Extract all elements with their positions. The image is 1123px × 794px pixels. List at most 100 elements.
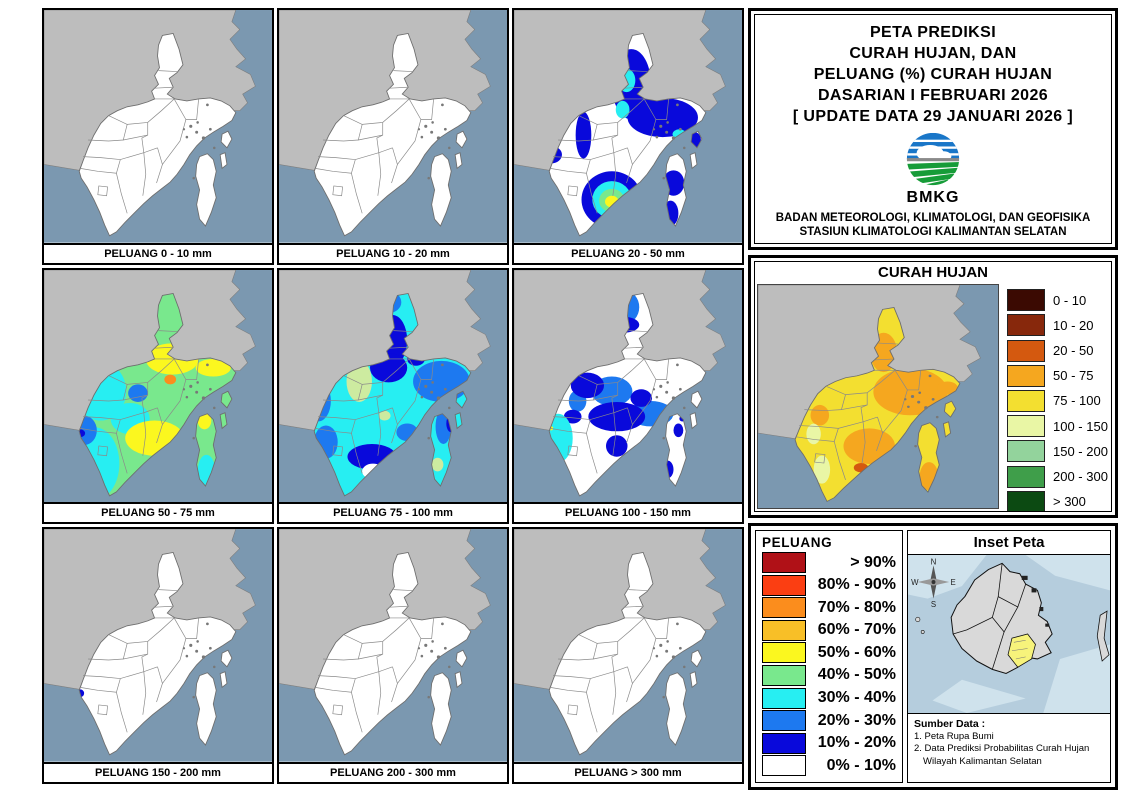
curah-legend-row: 200 - 300	[1007, 465, 1109, 488]
legend-label: 50 - 75	[1053, 368, 1094, 384]
legend-label: 40% - 50%	[817, 666, 896, 684]
kalsel-map	[44, 10, 272, 245]
map-cell-peluang-100-150: PELUANG 100 - 150 mm	[512, 267, 744, 525]
legend-swatch	[762, 619, 806, 641]
title-line: PETA PREDIKSI	[869, 24, 997, 41]
map-cell-peluang-50-75: PELUANG 50 - 75 mm	[42, 267, 274, 525]
legend-swatch	[762, 755, 806, 777]
legend-swatch	[762, 597, 806, 619]
legend-label: 0% - 10%	[826, 756, 896, 774]
map-caption: PELUANG > 300 mm	[574, 766, 682, 779]
legend-swatch	[762, 552, 806, 573]
map-caption: PELUANG 50 - 75 mm	[101, 507, 215, 520]
curah-legend-row: 150 - 200	[1007, 440, 1109, 463]
kalsel-map	[279, 10, 507, 245]
curah-legend-row: 75 - 100	[1007, 389, 1109, 412]
peluang-legend-row: 80% - 90%	[762, 574, 896, 596]
kalsel-map	[44, 529, 272, 764]
legend-label: 20% - 30%	[817, 711, 896, 729]
inset-peta-panel: Inset Peta N S W E Sumber Data :1. Peta …	[907, 530, 1111, 783]
title-line: DASARIAN I FEBRUARI 2026	[817, 87, 1049, 104]
legend-label: 10 - 20	[1053, 317, 1094, 333]
legend-label: 80% - 90%	[817, 576, 896, 594]
bmkg-logo-text: BMKG	[906, 189, 960, 206]
bottom-panel: PELUANG > 90% 80% - 90% 70% - 80% 60% - 70%…	[748, 523, 1118, 790]
legend-label: > 300	[1053, 494, 1086, 510]
curah-hujan-map	[757, 284, 999, 509]
kalsel-map	[44, 269, 272, 505]
title-panel: PETA PREDIKSI CURAH HUJAN, DAN PELUANG (%)…	[748, 8, 1118, 250]
peluang-legend-row: 40% - 50%	[762, 664, 896, 686]
peluang-legend-row: 50% - 60%	[762, 642, 896, 664]
svg-text:S: S	[931, 600, 937, 609]
title-block: PETA PREDIKSI CURAH HUJAN, DAN PELUANG (%)…	[793, 22, 1073, 127]
svg-text:E: E	[950, 578, 956, 587]
curah-legend-row: 50 - 75	[1007, 364, 1109, 387]
map-caption: PELUANG 20 - 50 mm	[571, 247, 685, 260]
legend-label: 60% - 70%	[817, 621, 896, 639]
legend-label: 70% - 80%	[817, 598, 896, 616]
legend-swatch	[1007, 440, 1045, 463]
right-column: PETA PREDIKSI CURAH HUJAN, DAN PELUANG (%)…	[748, 8, 1118, 790]
legend-label: 50% - 60%	[817, 643, 896, 661]
svg-text:W: W	[911, 578, 919, 587]
sumber-data-block: Sumber Data :1. Peta Rupa Bumi 2. Data Pr…	[908, 714, 1110, 772]
map-cell-peluang-20-50: PELUANG 20 - 50 mm	[512, 8, 744, 265]
legend-swatch	[1007, 364, 1045, 387]
curah-hujan-title: CURAH HUJAN	[877, 264, 988, 281]
curah-hujan-panel: CURAH HUJAN 0 - 10 10 - 20 20 - 50 50 - 75 7…	[748, 255, 1118, 518]
map-cell-peluang-gt-300: PELUANG > 300 mm	[512, 527, 744, 784]
map-caption: PELUANG 100 - 150 mm	[565, 507, 691, 520]
title-line: CURAH HUJAN, DAN	[849, 45, 1017, 62]
peluang-legend-row: 60% - 70%	[762, 619, 896, 641]
legend-swatch	[762, 642, 806, 664]
curah-legend-row: 0 - 10	[1007, 289, 1109, 312]
title-line: PELUANG (%) CURAH HUJAN	[813, 66, 1053, 83]
kalsel-map	[279, 269, 507, 505]
legend-label: 20 - 50	[1053, 343, 1094, 359]
inset-peta-map: N S W E	[908, 555, 1110, 714]
curah-legend-row: 10 - 20	[1007, 314, 1109, 337]
peluang-legend-row: 20% - 30%	[762, 710, 896, 732]
map-cell-peluang-75-100: PELUANG 75 - 100 mm	[277, 267, 509, 525]
legend-swatch	[1007, 389, 1045, 412]
map-caption: PELUANG 200 - 300 mm	[330, 766, 456, 779]
inset-peta-title: Inset Peta	[908, 531, 1110, 555]
peluang-legend-row: 0% - 10%	[762, 755, 896, 777]
peluang-map-grid: PELUANG 0 - 10 mm PELUANG 10 - 20 mm PEL…	[42, 8, 744, 784]
peluang-legend: > 90% 80% - 90% 70% - 80% 60% - 70% 50% - 60…	[762, 552, 896, 777]
org-line-1: BADAN METEOROLOGI, KLIMATOLOGI, DAN GEOF…	[775, 212, 1091, 224]
legend-swatch	[762, 574, 806, 596]
title-line: [ UPDATE DATA 29 JANUARI 2026 ]	[792, 108, 1074, 125]
curah-legend-row: 100 - 150	[1007, 415, 1109, 438]
peluang-legend-row: > 90%	[762, 552, 896, 573]
bmkg-logo-icon	[904, 131, 962, 189]
map-cell-peluang-200-300: PELUANG 200 - 300 mm	[277, 527, 509, 784]
map-caption: PELUANG 150 - 200 mm	[95, 766, 221, 779]
curah-hujan-legend: 0 - 10 10 - 20 20 - 50 50 - 75 75 - 100 100 -…	[999, 284, 1109, 511]
map-cell-peluang-10-20: PELUANG 10 - 20 mm	[277, 8, 509, 265]
legend-swatch	[762, 710, 806, 732]
legend-label: 0 - 10	[1053, 292, 1087, 308]
sumber-data-item: 2. Data Prediksi Probabilitas Curah Huja…	[914, 743, 1090, 754]
legend-label: 200 - 300	[1053, 469, 1108, 484]
peluang-legend-title: PELUANG	[762, 535, 833, 550]
map-caption: PELUANG 10 - 20 mm	[336, 247, 450, 260]
map-cell-peluang-0-10: PELUANG 0 - 10 mm	[42, 8, 274, 265]
curah-legend-row: > 300	[1007, 490, 1109, 511]
legend-label: 150 - 200	[1053, 443, 1108, 459]
legend-swatch	[1007, 465, 1045, 488]
legend-swatch	[762, 664, 806, 686]
legend-swatch	[762, 687, 806, 709]
legend-label: 75 - 100	[1053, 393, 1101, 409]
legend-label: > 90%	[850, 553, 896, 571]
legend-swatch	[1007, 289, 1045, 312]
sumber-data-item: 1. Peta Rupa Bumi	[914, 730, 994, 742]
legend-swatch	[1007, 339, 1045, 362]
svg-text:N: N	[931, 557, 937, 566]
sumber-data-title: Sumber Data :	[914, 718, 986, 730]
legend-swatch	[1007, 490, 1045, 511]
peluang-legend-row: 70% - 80%	[762, 597, 896, 619]
peluang-legend-row: 10% - 20%	[762, 732, 896, 754]
